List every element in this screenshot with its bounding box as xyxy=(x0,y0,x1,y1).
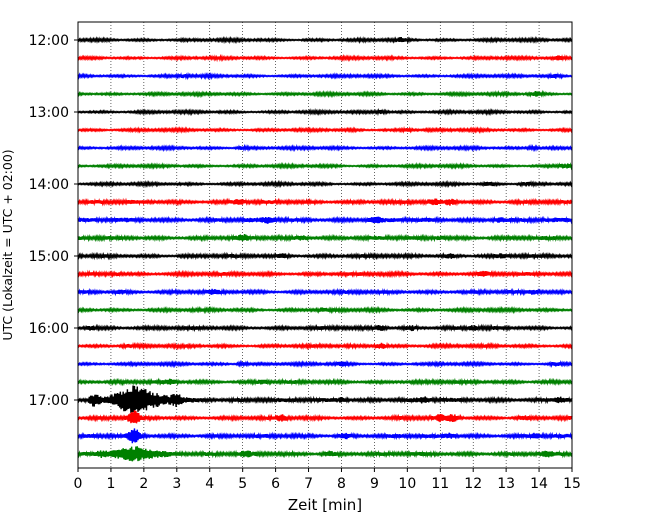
trace-1715 xyxy=(77,410,573,424)
trace-1600 xyxy=(77,323,573,333)
x-tick-label-2: 2 xyxy=(139,476,148,492)
y-axis-label: UTC (Lokalzeit = UTC + 02:00) xyxy=(0,149,15,340)
trace-1445 xyxy=(77,233,573,243)
trace-1530 xyxy=(77,287,573,297)
trace-1630 xyxy=(77,359,573,369)
trace-1700 xyxy=(77,385,573,413)
trace-1300 xyxy=(77,107,573,117)
trace-1400 xyxy=(77,179,573,189)
x-tick-label-4: 4 xyxy=(205,476,214,492)
y-tick-label-3: 15:00 xyxy=(29,249,69,265)
x-tick-label-12: 12 xyxy=(464,476,482,492)
trace-1215 xyxy=(77,53,573,63)
trace-1245 xyxy=(77,89,573,99)
trace-1545 xyxy=(77,305,573,315)
trace-1745 xyxy=(77,446,573,462)
y-tick-label-5: 17:00 xyxy=(29,393,69,409)
trace-1615 xyxy=(77,341,573,351)
y-tick-label-0: 12:00 xyxy=(29,33,69,49)
trace-1515 xyxy=(77,269,573,279)
trace-1500 xyxy=(77,251,573,261)
trace-1230 xyxy=(77,71,573,81)
x-tick-label-15: 15 xyxy=(563,476,581,492)
trace-1345 xyxy=(77,162,573,171)
y-axis-ticks: 12:00 13:00 14:00 15:00 16:00 17:00 xyxy=(29,33,78,409)
x-tick-label-9: 9 xyxy=(370,476,379,492)
x-axis-ticks: 0 1 2 3 4 5 6 7 8 9 10 11 12 13 14 15 xyxy=(74,468,581,492)
x-tick-label-1: 1 xyxy=(106,476,115,492)
trace-1330 xyxy=(77,143,573,153)
x-tick-label-6: 6 xyxy=(271,476,280,492)
x-tick-label-13: 13 xyxy=(497,476,515,492)
trace-1730 xyxy=(77,428,573,444)
trace-1200 xyxy=(77,35,573,45)
x-tick-label-5: 5 xyxy=(238,476,247,492)
y-tick-label-1: 13:00 xyxy=(29,105,69,121)
x-tick-label-14: 14 xyxy=(530,476,548,492)
x-tick-label-10: 10 xyxy=(398,476,416,492)
plot-frame xyxy=(77,21,573,469)
y-tick-label-2: 14:00 xyxy=(29,177,69,193)
trace-1315 xyxy=(77,125,573,134)
y-tick-label-4: 16:00 xyxy=(29,321,69,337)
x-tick-label-7: 7 xyxy=(304,476,313,492)
x-axis-label: Zeit [min] xyxy=(288,496,362,514)
trace-1645 xyxy=(77,377,573,387)
trace-1430 xyxy=(77,215,573,225)
trace-1415 xyxy=(77,197,573,207)
x-tick-label-3: 3 xyxy=(172,476,181,492)
x-tick-label-0: 0 xyxy=(74,476,83,492)
x-tick-label-11: 11 xyxy=(431,476,449,492)
x-tick-label-8: 8 xyxy=(337,476,346,492)
trace-group xyxy=(77,35,573,462)
vertical-grid xyxy=(110,22,540,468)
